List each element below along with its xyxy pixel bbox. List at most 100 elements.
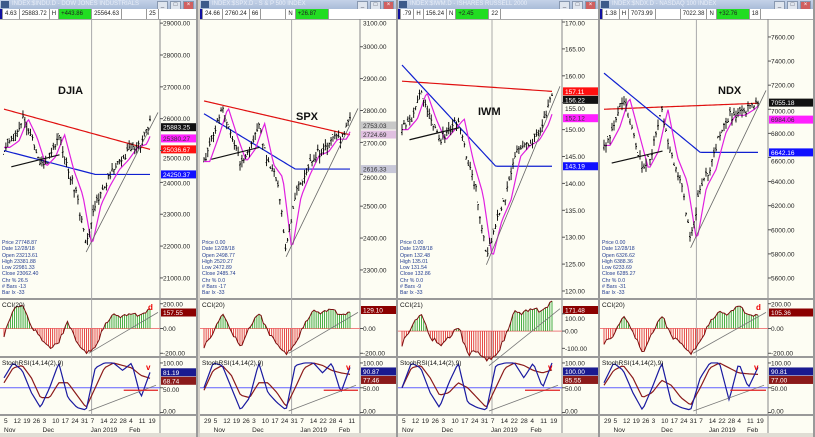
date-tick-label: 19 (148, 418, 156, 425)
info-label: Price (2, 240, 14, 246)
horizontal-scrollbar[interactable] (398, 433, 600, 437)
chart-window-ndx[interactable]: INDEX:$NDX.D - NASDAQ 100 INDEX _ □ × 1.38 H… (600, 0, 815, 437)
date-tick-label: 5 (214, 418, 218, 425)
info-label: Close (2, 271, 16, 278)
stoch-slow-value-label: 85.55 (565, 377, 582, 384)
info-value: 12/28/18 (14, 246, 35, 253)
chart-window-iwm[interactable]: INDEX:$IWM.D - ISHARES RUSSELL 2000 _ □ ×.… (398, 0, 600, 437)
date-tick-label: 14 (501, 418, 509, 425)
window-titlebar[interactable]: INDEX:$INDU.D - DOW JONES INDUSTRIALS _ □… (0, 0, 196, 9)
date-tick-label: 24 (471, 418, 479, 425)
info-value: 0.0 (617, 277, 626, 284)
info-row: Close 23062.40 (2, 271, 38, 277)
info-value: 0.00 (215, 240, 226, 246)
quote-field: 25564.63 (92, 9, 123, 19)
y-tick-label: 3100.00 (363, 21, 387, 28)
y-tick-label: 140.00 (565, 181, 585, 188)
window-titlebar[interactable]: INDEX:$SPX.D - S & P 500 INDEX _ □ × (200, 0, 396, 9)
info-row: Bar Ix -33 (400, 290, 433, 296)
quote-field: 2760.24 (223, 9, 250, 19)
month-label: Jan 2019 (491, 427, 518, 434)
cci-line (401, 300, 553, 362)
close-button[interactable]: × (383, 1, 394, 9)
date-tick-label: 14 (709, 418, 717, 425)
maximize-button[interactable]: □ (370, 1, 381, 9)
price-tag-box (161, 134, 196, 143)
minimize-button[interactable]: _ (157, 1, 168, 9)
quote-field: 22 (489, 9, 502, 19)
date-tick-label: 22 (511, 418, 519, 425)
stoch-tick-label: 50.00 (363, 386, 380, 393)
horizontal-scrollbar[interactable] (600, 433, 815, 437)
window-titlebar[interactable]: INDEX:$NDX.D - NASDAQ 100 INDEX _ □ × (600, 0, 813, 9)
support-line (11, 154, 60, 168)
minimize-button[interactable]: _ (559, 1, 570, 9)
info-value: 12/28/18 (614, 246, 635, 253)
info-row: Date 12/28/18 (2, 246, 38, 252)
info-label: Low (602, 265, 612, 272)
date-tick-label: 7 (300, 418, 304, 425)
info-label: Open (602, 252, 615, 259)
stoch-trend-line (88, 384, 157, 412)
stoch-slow-line (603, 362, 759, 406)
color-swatch (200, 9, 203, 19)
date-tick-label: 7 (491, 418, 495, 425)
date-tick-label: 4 (737, 418, 741, 425)
y-tick-label: 2400.00 (363, 236, 387, 243)
price-tag-label: 25036.67 (163, 147, 190, 154)
maximize-button[interactable]: □ (572, 1, 583, 9)
y-tick-label: 5600.00 (771, 275, 795, 282)
info-row: Chr % 0.0 (602, 278, 635, 284)
info-label: Close (400, 271, 414, 278)
cci-line (603, 305, 759, 356)
y-tick-label: 2600.00 (363, 175, 387, 182)
pane-divider (0, 298, 196, 300)
y-tick-label: 27000.00 (163, 84, 190, 91)
divergence-marker: d (148, 303, 153, 312)
stoch-fast-line (603, 362, 759, 411)
price-chart: 170.00165.00160.00157.11156.22155.00152.… (398, 19, 600, 437)
stoch-trend-line (693, 384, 765, 412)
info-row: Price 27748.87 (2, 240, 38, 246)
date-tick-label: 7 (91, 418, 95, 425)
color-swatch (600, 9, 603, 19)
month-label: Feb (339, 427, 351, 434)
info-row: Close 132.86 (400, 271, 433, 277)
info-value: 0.00 (615, 240, 626, 246)
date-tick-label: 10 (661, 418, 669, 425)
close-button[interactable]: × (800, 1, 811, 9)
info-label: # Bars (202, 284, 217, 291)
minimize-button[interactable]: _ (774, 1, 785, 9)
cci-tick-label: 0.00 (363, 326, 376, 333)
date-tick-label: 5 (4, 418, 8, 425)
maximize-button[interactable]: □ (787, 1, 798, 9)
close-button[interactable]: × (585, 1, 596, 9)
info-value: 6285.27 (616, 271, 636, 278)
y-tick-label: 6800.00 (771, 131, 795, 138)
info-label: Open (2, 252, 15, 259)
info-row: Close 2485.74 (202, 271, 235, 277)
stoch-slow-value-label: 77.00 (771, 377, 788, 384)
close-button[interactable]: × (183, 1, 194, 9)
window-titlebar[interactable]: INDEX:$IWM.D - ISHARES RUSSELL 2000 _ □ × (398, 0, 598, 9)
month-label: Nov (614, 427, 626, 434)
y-tick-label: 130.00 (565, 235, 585, 242)
quote-field: N (707, 9, 717, 19)
horizontal-scrollbar[interactable] (200, 433, 398, 437)
date-tick-label: 4 (339, 418, 343, 425)
symbol-label: SPX (296, 111, 319, 123)
maximize-button[interactable]: □ (170, 1, 181, 9)
info-row: Close 6285.27 (602, 271, 635, 277)
date-tick-label: 19 (23, 418, 31, 425)
minimize-button[interactable]: _ (357, 1, 368, 9)
app-icon (1, 1, 9, 8)
chart-window-djia[interactable]: INDEX:$INDU.D - DOW JONES INDUSTRIALS _ □… (0, 0, 198, 437)
chart-window-spx[interactable]: INDEX:$SPX.D - S & P 500 INDEX _ □ × 24.66 2… (200, 0, 398, 437)
cci-value-box (361, 306, 396, 314)
date-tick-label: 3 (442, 418, 446, 425)
y-tick-label: 5800.00 (771, 251, 795, 258)
quote-field: 4.63 (3, 9, 20, 19)
horizontal-scrollbar[interactable] (0, 433, 198, 437)
stoch-label: StochRSI(14,14(2),9) (202, 360, 263, 367)
symbol-label: DJIA (58, 85, 84, 97)
